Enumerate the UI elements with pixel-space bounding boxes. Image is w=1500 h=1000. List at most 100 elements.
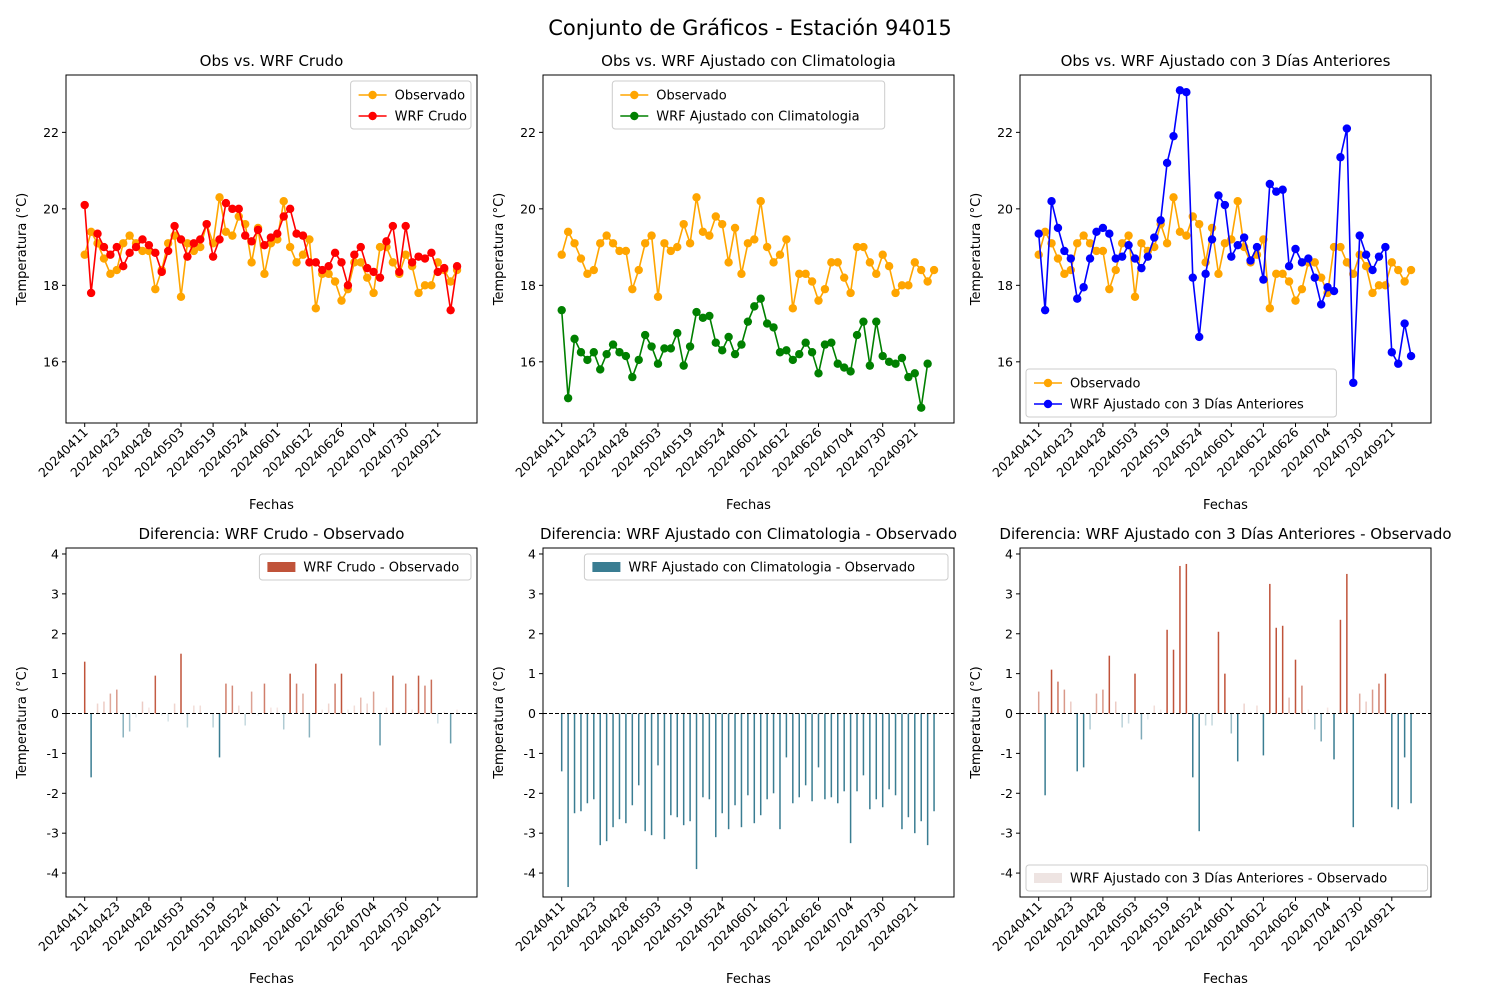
data-point	[1073, 294, 1082, 303]
bar	[1281, 625, 1284, 714]
data-point	[388, 221, 398, 231]
data-point	[634, 265, 643, 275]
data-point	[1105, 229, 1114, 238]
data-point	[769, 323, 778, 332]
bar	[1236, 713, 1239, 762]
data-point	[884, 357, 894, 367]
plot-frame	[542, 547, 955, 898]
data-point	[112, 265, 122, 275]
bar	[1198, 713, 1200, 832]
data-point	[846, 288, 855, 298]
data-point	[814, 296, 823, 305]
data-point	[285, 204, 295, 214]
data-point	[1137, 239, 1146, 248]
data-point	[904, 281, 913, 290]
bar	[631, 713, 634, 806]
legend-label: WRF Ajustado con 3 Días Anteriores	[1070, 398, 1304, 413]
data-point	[596, 239, 605, 248]
data-point	[852, 242, 862, 252]
data-point	[196, 242, 205, 252]
bar	[90, 713, 92, 778]
data-point	[730, 349, 740, 359]
data-point	[602, 349, 611, 359]
bar	[894, 713, 897, 796]
data-point	[640, 239, 650, 248]
bar	[360, 697, 362, 714]
y-tick-label: 2	[1005, 626, 1013, 641]
data-point	[241, 231, 250, 240]
data-point	[1182, 88, 1191, 97]
data-point	[762, 242, 772, 252]
data-point	[266, 233, 276, 242]
bar	[135, 713, 137, 718]
bar	[1294, 659, 1297, 714]
bar	[1134, 673, 1136, 714]
data-point	[112, 242, 122, 252]
bar	[437, 713, 439, 724]
bar	[1262, 713, 1265, 756]
data-point	[910, 369, 919, 378]
data-point	[679, 219, 688, 229]
data-point	[260, 269, 269, 279]
bar	[663, 713, 666, 840]
data-point	[923, 277, 932, 286]
data-point	[1201, 269, 1210, 279]
data-point	[183, 252, 192, 261]
bar	[1403, 713, 1406, 758]
chart-4: Diferencia: WRF Crudo - Observado -4 -3 -2 -…	[15, 525, 478, 987]
data-point	[1239, 233, 1249, 242]
data-point	[151, 248, 160, 258]
bar	[366, 703, 368, 714]
bar	[862, 713, 865, 776]
y-tick-label: 3	[51, 586, 59, 601]
bar	[1140, 713, 1143, 740]
data-point	[769, 258, 778, 267]
data-point	[1060, 246, 1069, 256]
data-point	[827, 258, 836, 267]
data-point	[775, 348, 785, 357]
legend-label: WRF Crudo	[395, 110, 467, 125]
data-point	[305, 258, 314, 267]
data-point	[897, 281, 907, 290]
data-point	[215, 235, 224, 244]
legend-swatch	[592, 562, 621, 572]
data-point	[839, 363, 849, 372]
bar	[1352, 713, 1355, 828]
bar	[180, 653, 182, 714]
data-point	[852, 330, 862, 340]
bar	[167, 713, 169, 722]
data-point	[183, 239, 192, 248]
plot-frame	[65, 547, 478, 898]
data-point	[1336, 153, 1345, 162]
y-tick-label: 4	[51, 546, 59, 561]
data-point	[80, 200, 89, 210]
y-axis-label: Temperatura (°C)	[15, 193, 30, 306]
data-point	[1040, 227, 1050, 236]
bar	[456, 709, 458, 714]
bar	[1070, 701, 1072, 714]
bar	[1326, 707, 1329, 714]
y-tick-label: 18	[520, 278, 536, 293]
data-point	[1374, 252, 1384, 261]
y-tick-label: 22	[997, 125, 1013, 140]
data-point	[1227, 252, 1236, 261]
chart-title: Diferencia: WRF Ajustado con Climatologi…	[540, 525, 957, 543]
data-point	[1175, 86, 1185, 95]
data-point	[1053, 254, 1063, 263]
bar	[392, 675, 394, 714]
data-point	[608, 340, 618, 349]
data-point	[1195, 219, 1204, 229]
data-point	[910, 258, 919, 267]
bar	[1089, 713, 1091, 730]
bar	[798, 713, 800, 798]
y-tick-label: 4	[1005, 546, 1013, 561]
data-point	[692, 193, 701, 202]
data-point	[615, 348, 624, 357]
data-point	[86, 227, 96, 236]
y-tick-label: 2	[528, 626, 536, 641]
y-tick-label: 18	[43, 278, 59, 293]
data-point	[1047, 196, 1056, 206]
bar	[321, 709, 323, 714]
data-point	[356, 258, 365, 267]
data-point	[576, 254, 586, 263]
